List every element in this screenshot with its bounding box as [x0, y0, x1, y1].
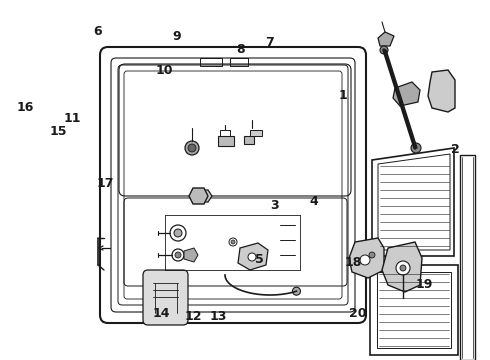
FancyBboxPatch shape: [143, 270, 188, 325]
Circle shape: [400, 265, 406, 271]
Circle shape: [188, 144, 196, 152]
Bar: [250, 130, 262, 136]
Text: 11: 11: [64, 112, 81, 125]
Text: 16: 16: [17, 101, 34, 114]
Circle shape: [411, 143, 421, 153]
Circle shape: [175, 252, 181, 258]
Text: 9: 9: [172, 30, 181, 42]
Polygon shape: [184, 248, 198, 262]
Circle shape: [174, 229, 182, 237]
Polygon shape: [349, 238, 384, 278]
Circle shape: [360, 255, 370, 265]
Circle shape: [185, 141, 199, 155]
Polygon shape: [238, 243, 268, 270]
Text: 19: 19: [415, 278, 433, 291]
Circle shape: [369, 252, 375, 258]
Bar: [244, 136, 254, 144]
Text: 18: 18: [344, 256, 362, 269]
Polygon shape: [428, 70, 455, 112]
Text: 3: 3: [270, 199, 279, 212]
Polygon shape: [382, 242, 422, 292]
Polygon shape: [189, 188, 208, 204]
Circle shape: [231, 240, 235, 244]
Text: 13: 13: [209, 310, 227, 323]
Text: 1: 1: [339, 89, 347, 102]
Text: 10: 10: [155, 64, 173, 77]
Text: 8: 8: [236, 43, 245, 56]
Bar: [230, 58, 248, 66]
Bar: [218, 136, 234, 146]
Text: 4: 4: [309, 195, 318, 208]
Polygon shape: [378, 32, 394, 46]
Circle shape: [248, 253, 256, 261]
Text: 20: 20: [349, 307, 367, 320]
Text: 2: 2: [451, 143, 460, 156]
Text: 7: 7: [265, 36, 274, 49]
Bar: [220, 130, 230, 136]
Polygon shape: [393, 82, 420, 106]
Text: 17: 17: [97, 177, 114, 190]
Polygon shape: [193, 190, 212, 202]
Text: 6: 6: [94, 25, 102, 38]
Bar: [200, 58, 222, 66]
Circle shape: [380, 46, 388, 54]
Circle shape: [396, 261, 410, 275]
Text: 12: 12: [185, 310, 202, 323]
Text: 14: 14: [153, 307, 171, 320]
Circle shape: [293, 287, 300, 295]
Text: 15: 15: [50, 125, 68, 138]
Text: 5: 5: [255, 253, 264, 266]
